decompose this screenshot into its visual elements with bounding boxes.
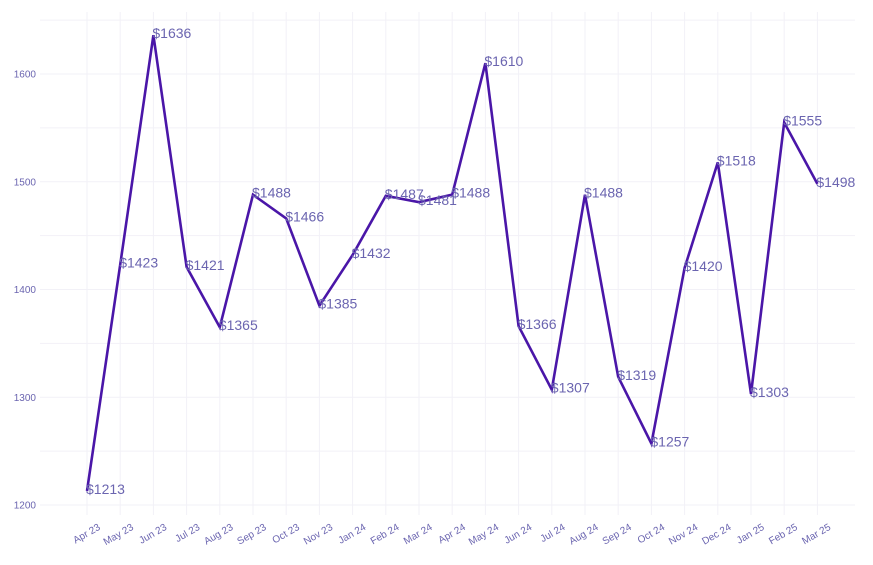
x-tick-label: Apr 23 [71, 522, 102, 546]
data-label: $1423 [119, 255, 158, 271]
y-tick-label: 1400 [14, 285, 37, 296]
x-tick-label: May 24 [467, 522, 501, 548]
x-tick-label: Nov 23 [302, 522, 335, 548]
data-label: $1481 [418, 192, 457, 208]
data-label: $1466 [285, 208, 324, 224]
x-tick-label: Aug 23 [202, 522, 235, 548]
data-label: $1303 [750, 384, 789, 400]
x-tick-label: Feb 25 [767, 522, 800, 547]
data-label: $1257 [650, 434, 689, 450]
x-tick-label: Oct 23 [271, 522, 302, 546]
y-tick-label: 1500 [14, 177, 37, 188]
x-tick-label: Jan 24 [337, 522, 369, 547]
y-tick-label: 1200 [14, 501, 37, 512]
x-tick-label: Dec 24 [700, 522, 733, 548]
x-tick-label: Feb 24 [369, 522, 402, 547]
data-label: $1636 [152, 25, 191, 41]
x-tick-label: Mar 25 [800, 522, 833, 547]
data-label: $1498 [816, 174, 855, 190]
data-label: $1421 [186, 257, 225, 273]
data-label: $1307 [551, 380, 590, 396]
y-tick-label: 1600 [14, 70, 37, 81]
x-tick-label: Jun 23 [137, 522, 169, 547]
data-label: $1488 [451, 185, 490, 201]
x-tick-label: May 23 [102, 522, 136, 548]
x-axis-ticks: Apr 23 May 23 Jun 23 Jul 23 Aug 23 Sep 23 Oct … [71, 522, 833, 548]
data-label: $1319 [617, 367, 656, 383]
data-label: $1213 [86, 481, 125, 497]
series-line [85, 35, 819, 492]
x-tick-label: Nov 24 [667, 522, 700, 548]
x-tick-label: Jul 23 [173, 522, 202, 545]
grid-lines [40, 12, 855, 515]
data-label: $1365 [219, 317, 258, 333]
x-tick-label: Oct 24 [636, 522, 667, 546]
data-label: $1488 [584, 185, 623, 201]
data-label: $1366 [518, 316, 557, 332]
data-label: $1518 [717, 152, 756, 168]
data-label: $1555 [783, 112, 822, 128]
x-tick-label: Jan 25 [735, 522, 767, 547]
x-tick-label: Jul 24 [539, 522, 568, 545]
y-tick-label: 1300 [14, 393, 37, 404]
x-tick-label: Apr 24 [437, 522, 468, 546]
data-label: $1487 [385, 186, 424, 202]
data-label: $1488 [252, 185, 291, 201]
x-tick-label: Sep 24 [601, 522, 634, 548]
x-tick-label: Sep 23 [236, 522, 269, 548]
y-axis-ticks: 1200 1300 1400 1500 1600 [14, 70, 37, 512]
data-label: $1610 [484, 53, 523, 69]
data-label: $1385 [318, 296, 357, 312]
x-tick-label: Mar 24 [402, 522, 435, 547]
x-tick-label: Aug 24 [568, 522, 601, 548]
data-labels: $1213 $1423 $1636 $1421 $1365 $1488 $1466 $1385… [86, 25, 856, 497]
data-label: $1420 [684, 258, 723, 274]
x-tick-label: Jun 24 [503, 522, 535, 547]
data-label: $1432 [352, 245, 391, 261]
